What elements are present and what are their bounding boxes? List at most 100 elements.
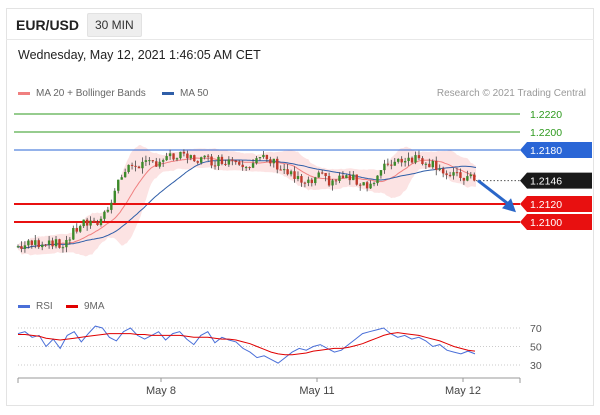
candle-body	[224, 163, 227, 165]
candle-body	[272, 158, 275, 164]
candle-body	[44, 244, 47, 246]
candle-body	[459, 172, 462, 178]
candle-body	[137, 166, 141, 169]
rsi-tick-label: 30	[530, 360, 542, 372]
candle-body	[96, 222, 99, 225]
candle-body	[331, 180, 334, 186]
candles	[16, 149, 476, 253]
ma20-line	[17, 157, 477, 249]
candle-body	[141, 161, 144, 169]
candle-body	[452, 172, 455, 176]
rsi-tick-label: 70	[530, 323, 542, 335]
candle-body	[203, 155, 206, 158]
candle-body	[428, 163, 431, 168]
candle-body	[65, 239, 68, 248]
candle-body	[341, 175, 345, 179]
bollinger-swatch-icon	[18, 92, 30, 95]
candle-body	[213, 165, 217, 167]
candle-body	[68, 239, 72, 241]
candle-body	[282, 169, 286, 171]
candle-body	[72, 228, 75, 240]
interval-button[interactable]: 30 MIN	[87, 13, 142, 37]
candle-body	[455, 172, 459, 174]
candle-body	[144, 160, 148, 162]
level-tag-bg	[520, 214, 592, 230]
candle-body	[276, 158, 279, 170]
candle-body	[20, 246, 23, 249]
candle-body	[441, 168, 445, 174]
candle-body	[279, 169, 282, 171]
candle-body	[383, 163, 386, 171]
candle-body	[231, 159, 234, 161]
candle-body	[327, 176, 331, 186]
candle-body	[182, 151, 186, 154]
candle-body	[286, 169, 289, 175]
candle-body	[134, 165, 137, 167]
candle-body	[148, 160, 151, 162]
candle-body	[265, 154, 269, 160]
candle-body	[196, 161, 199, 163]
candle-body	[348, 175, 352, 181]
candle-body	[151, 160, 155, 162]
candle-body	[338, 175, 341, 181]
legend-label-ma50: MA 50	[180, 88, 209, 99]
candle-body	[431, 161, 434, 168]
rsi-series-9ma	[18, 332, 476, 356]
level-tag-bg	[520, 196, 592, 212]
ma50-line	[17, 159, 477, 249]
x-tick-label: May 8	[146, 385, 176, 397]
candle-body	[307, 179, 310, 183]
candle-body	[445, 173, 448, 175]
candle-body	[435, 161, 438, 170]
forecast-arrow-head	[502, 198, 516, 213]
candle-body	[473, 174, 476, 181]
ma50-swatch-icon	[162, 92, 174, 95]
candle-body	[193, 155, 196, 162]
candle-body	[234, 160, 237, 163]
candle-body	[462, 177, 466, 181]
level-label: 1.2180	[530, 145, 562, 157]
candle-body	[34, 240, 37, 245]
candle-body	[369, 183, 372, 189]
candle-body	[210, 156, 213, 166]
candle-body	[206, 155, 210, 157]
candle-body	[334, 180, 338, 182]
candle-body	[186, 153, 189, 159]
candle-body	[376, 175, 379, 184]
candle-body	[200, 157, 203, 163]
forecast-arrow-shaft	[477, 179, 511, 207]
candle-body	[289, 171, 293, 175]
legend-9ma: 9MA	[66, 301, 105, 312]
current-price-label: 1.2146	[530, 176, 562, 188]
legend-ma50: MA 50	[162, 88, 208, 99]
candle-body	[345, 175, 348, 179]
candle-body	[175, 158, 179, 160]
candle-body	[99, 218, 103, 225]
candle-body	[82, 219, 85, 227]
candle-body	[40, 244, 44, 248]
candle-body	[168, 153, 172, 157]
candle-body	[421, 158, 424, 165]
candle-body	[438, 168, 441, 170]
candle-body	[317, 172, 320, 178]
candle-body	[110, 202, 113, 210]
x-tick-label: May 11	[299, 385, 334, 397]
candle-body	[117, 179, 120, 191]
candle-body	[123, 171, 127, 178]
level-tag-1.2100: 1.2100	[520, 214, 592, 230]
candle-body	[414, 155, 417, 163]
candle-body	[58, 239, 61, 248]
candle-body	[390, 164, 393, 166]
legend-label-9ma: 9MA	[84, 301, 105, 312]
candle-body	[79, 226, 82, 232]
candle-body	[47, 240, 51, 245]
candle-body	[320, 172, 324, 174]
candle-body	[161, 160, 165, 162]
rsi-series-rsi	[17, 325, 476, 364]
level-label: 1.2200	[530, 127, 562, 139]
candle-body	[466, 176, 469, 181]
candle-body	[393, 161, 396, 166]
level-tag-1.2220: 1.2220	[530, 109, 562, 121]
candle-body	[51, 240, 54, 247]
